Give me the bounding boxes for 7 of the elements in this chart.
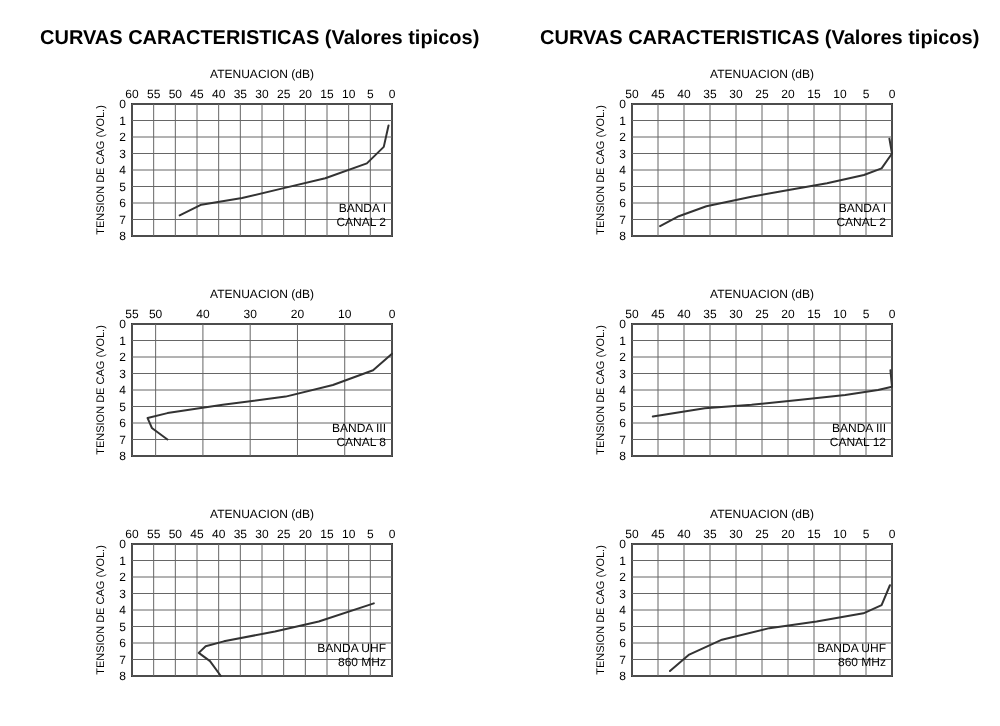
chart-title: CURVAS CARACTERISTICAS (Valores tipicos) <box>40 28 480 50</box>
line-series <box>668 584 891 673</box>
line-series <box>659 137 893 228</box>
line-series <box>146 352 393 441</box>
line-series <box>651 369 893 418</box>
chart-title: CURVAS CARACTERISTICAS (Valores tipicos) <box>540 28 980 50</box>
line-series <box>178 124 390 217</box>
